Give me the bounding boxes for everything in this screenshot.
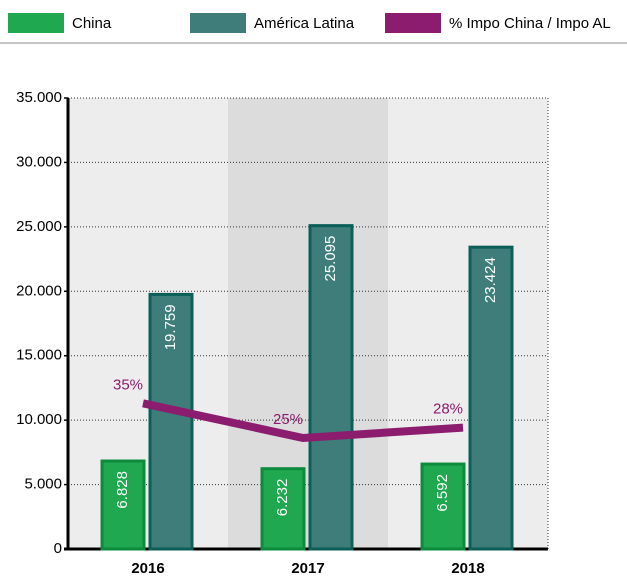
y-tick-label: 20.000: [16, 282, 62, 299]
band: [228, 98, 388, 549]
data-label: 19.759: [162, 304, 179, 350]
bar: [420, 462, 466, 551]
data-label: 6.592: [434, 474, 451, 512]
y-tick-label: 5.000: [24, 476, 62, 493]
x-tick-label: 2016: [131, 560, 164, 577]
data-label: 25.095: [322, 236, 339, 282]
band: [388, 98, 548, 549]
y-tick-label: 0: [54, 540, 62, 557]
data-label: 23.424: [482, 257, 499, 303]
legend-swatch: [190, 13, 246, 33]
y-tick-label: 30.000: [16, 153, 62, 170]
x-tick-label: 2018: [451, 560, 484, 577]
bar: [468, 245, 514, 551]
data-label: 28%: [433, 401, 463, 418]
y-tick-label: 15.000: [16, 347, 62, 364]
data-label: 6.828: [114, 471, 131, 509]
band: [68, 98, 228, 549]
legend-swatch: [385, 13, 441, 33]
y-tick-label: 35.000: [16, 89, 62, 106]
bar: [308, 224, 354, 551]
legend-swatch: [8, 13, 64, 33]
legend-label: América Latina: [254, 15, 355, 32]
y-tick-label: 10.000: [16, 411, 62, 428]
data-label: 25%: [273, 411, 303, 428]
legend-label: % Impo China / Impo AL: [449, 15, 611, 32]
x-tick-label: 2017: [291, 560, 324, 577]
y-tick-label: 25.000: [16, 218, 62, 235]
legend-label: China: [72, 15, 112, 32]
data-label: 35%: [113, 376, 143, 393]
bar: [148, 292, 194, 551]
line: [142, 399, 464, 443]
bar: [260, 467, 306, 551]
data-label: 6.232: [274, 479, 291, 517]
bar: [100, 459, 146, 551]
